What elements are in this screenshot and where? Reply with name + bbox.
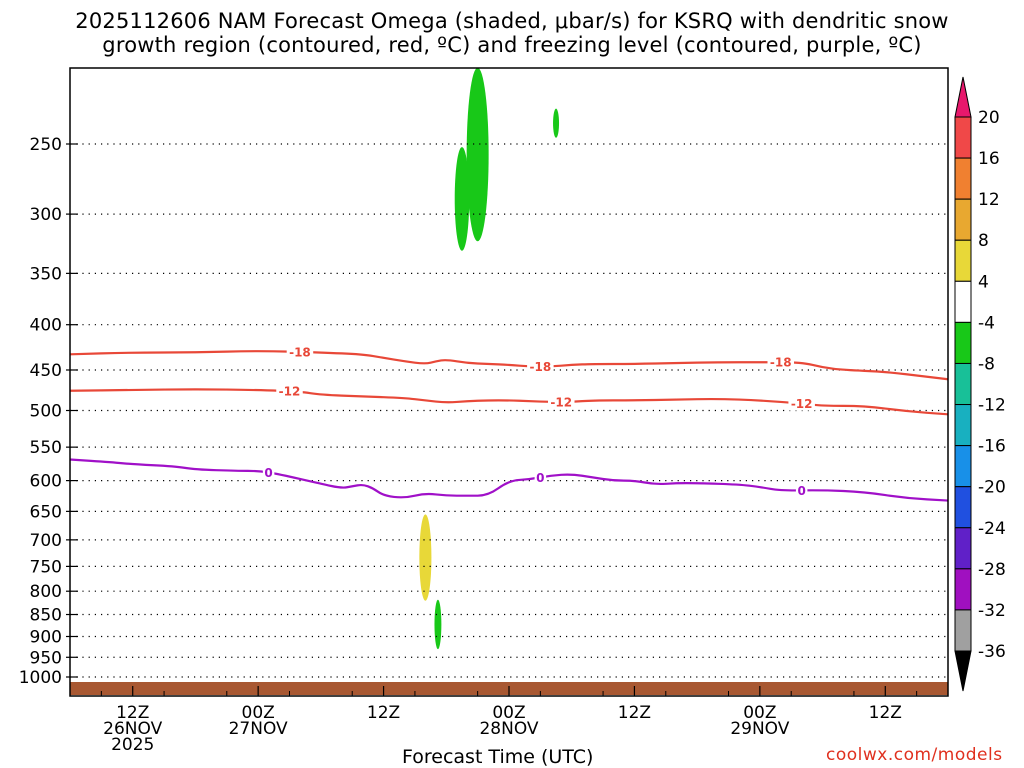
x-tick-label-3-1: 28NOV	[479, 719, 538, 739]
colorbar-label-10: -24	[978, 519, 1006, 539]
colorbar-label-9: -20	[978, 478, 1006, 498]
contour-line--12	[69, 388, 949, 416]
contour-label-bg--18-2	[767, 355, 795, 370]
y-tick-label-350: 350	[30, 264, 62, 284]
y-tick-label-500: 500	[30, 402, 62, 422]
x-tick-label-4-0: 12Z	[618, 703, 651, 723]
x-tick-label-0-1: 26NOV	[103, 719, 162, 739]
y-tick-label-550: 550	[30, 438, 62, 458]
contour-label--12-0: -12	[279, 385, 301, 399]
omega-shading-layer	[419, 67, 560, 650]
colorbar-label-0: 20	[978, 108, 1000, 128]
contour-label-bg--12-1	[548, 394, 575, 409]
x-tick-label-2-0: 12Z	[367, 703, 400, 723]
contour-label-bg--12-0	[276, 384, 303, 399]
contour-label--12-2: -12	[791, 397, 813, 411]
y-tick-label-250: 250	[30, 135, 62, 155]
contour-label--12-1: -12	[550, 395, 572, 409]
colorbar-bin-12	[954, 609, 972, 652]
colorbar-label-13: -36	[978, 642, 1006, 662]
x-tick-label-3-0: 00Z	[492, 703, 525, 723]
colorbar-bin-4	[954, 280, 972, 323]
y-tick-label-900: 900	[30, 627, 62, 647]
x-tick-label-0-2: 2025	[111, 735, 154, 755]
contour-label-bg-0-2	[795, 483, 808, 498]
contour-label--18-2: -18	[770, 356, 792, 370]
colorbar-bin-3	[954, 239, 972, 282]
colorbar-over-arrow	[954, 76, 972, 118]
contour-label-bg-0-1	[534, 470, 547, 485]
contour-label-bg-0-0	[262, 465, 275, 480]
axes: 2503003504004505005506006507007508008509…	[19, 135, 918, 755]
x-tick-label-1-0: 00Z	[242, 703, 275, 723]
contour-label-0-1: 0	[536, 471, 544, 485]
colorbar-bin-5	[954, 321, 972, 364]
colorbar-label-6: -8	[978, 354, 995, 374]
chart-title-line1: 2025112606 NAM Forecast Omega (shaded, μ…	[75, 9, 949, 33]
colorbar-bin-1	[954, 157, 972, 200]
contour-lines: -18 -18 -18 -12 -12 -12 0 0 0	[69, 344, 949, 502]
contour-label-bg--12-2	[788, 396, 815, 411]
plot-frame	[69, 67, 949, 697]
colorbar-bin-6	[954, 362, 972, 406]
colorbar-bin-11	[954, 568, 972, 611]
y-tick-label-450: 450	[30, 361, 62, 381]
colorbar-under-arrow	[954, 650, 972, 692]
x-tick-label-5-0: 00Z	[743, 703, 776, 723]
x-tick-label-1-1: 27NOV	[229, 719, 288, 739]
colorbar-label-12: -32	[978, 601, 1006, 621]
contour-line-0	[69, 458, 949, 502]
colorbar-label-4: 4	[978, 272, 989, 292]
y-tick-label-850: 850	[30, 606, 62, 626]
omega-feature-4	[434, 599, 442, 650]
colorbar-bin-7	[954, 404, 972, 447]
colorbar-label-2: 12	[978, 190, 1000, 210]
x-tick-label-0-0: 12Z	[116, 703, 149, 723]
contour-line--18	[69, 350, 949, 381]
colorbar-label-5: -4	[978, 313, 995, 333]
omega-feature-2	[553, 108, 560, 138]
chart-title-line2: growth region (contoured, red, ºC) and f…	[102, 33, 922, 57]
colorbar-label-8: -16	[978, 437, 1006, 457]
colorbar-bin-9	[954, 486, 972, 529]
source-credit[interactable]: coolwx.com/models	[826, 745, 1003, 765]
x-axis-label: Forecast Time (UTC)	[402, 746, 594, 768]
contour-label--18-0: -18	[289, 345, 311, 359]
y-tick-label-600: 600	[30, 472, 62, 492]
x-tick-label-5-1: 29NOV	[730, 719, 789, 739]
contour-label--18-1: -18	[530, 360, 552, 374]
y-tick-label-400: 400	[30, 316, 62, 336]
contour-label-bg--18-1	[527, 359, 554, 374]
colorbar-label-1: 16	[978, 149, 1000, 169]
y-tick-label-1000: 1000	[19, 668, 62, 688]
contour-label-0-0: 0	[264, 466, 272, 480]
colorbar-label-11: -28	[978, 560, 1006, 580]
omega-feature-0	[454, 147, 470, 251]
colorbar: 20 16 12 8 4 -4 -8 -12 -16 -20 -24 -28 -32 -36	[954, 76, 1006, 692]
y-tick-label-300: 300	[30, 205, 62, 225]
y-tick-label-800: 800	[30, 582, 62, 602]
y-tick-label-700: 700	[30, 531, 62, 551]
colorbar-bin-8	[954, 445, 972, 488]
contour-label-0-2: 0	[797, 484, 805, 498]
omega-feature-3	[419, 514, 432, 601]
gridlines	[70, 143, 948, 678]
y-tick-label-950: 950	[30, 648, 62, 668]
colorbar-bin-2	[954, 198, 972, 241]
contour-label-bg--18-0	[286, 344, 314, 359]
y-tick-label-650: 650	[30, 502, 62, 522]
y-tick-label-750: 750	[30, 557, 62, 577]
colorbar-bin-0	[954, 116, 972, 159]
x-tick-label-6-0: 12Z	[869, 703, 902, 723]
colorbar-label-3: 8	[978, 231, 989, 251]
colorbar-bin-10	[954, 527, 972, 570]
omega-feature-1	[466, 67, 489, 242]
colorbar-label-7: -12	[978, 396, 1006, 416]
